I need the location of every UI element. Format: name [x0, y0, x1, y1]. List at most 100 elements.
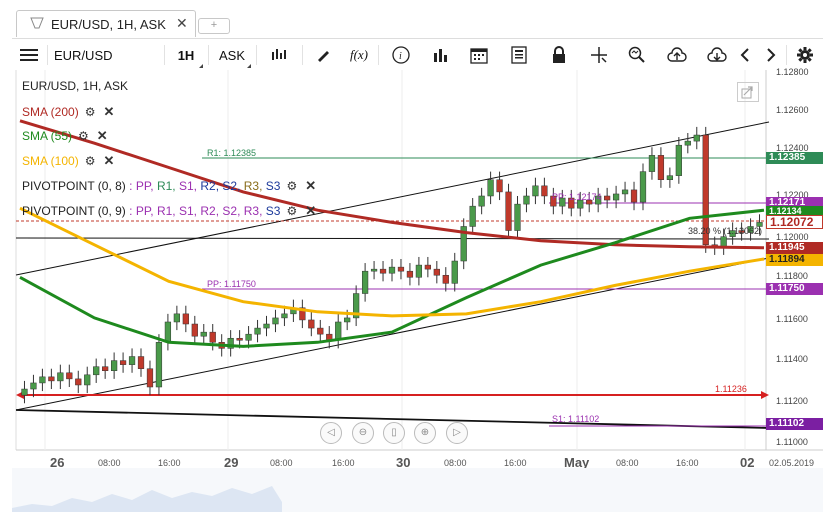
x-tick: 16:00	[332, 458, 355, 468]
chart-area[interactable]: EUR/USD, 1H, ASK SMA (200) ⚙ ✕ SMA (55) ⚙ ✕ …	[12, 67, 823, 514]
candle-body	[353, 293, 360, 319]
calendar-button[interactable]	[462, 39, 496, 71]
candle-body	[595, 195, 602, 205]
legend-pivot9[interactable]: PIVOTPOINT (0, 9) : PP, R1, S1, R2, S2, …	[22, 203, 316, 219]
x-tick: 08:00	[444, 458, 467, 468]
candle-body	[119, 360, 127, 365]
close-icon[interactable]: ✕	[103, 104, 115, 119]
pivot9-r1: R1,	[156, 204, 176, 218]
expand-button[interactable]	[737, 82, 759, 102]
pivot8-s1: S1,	[179, 179, 198, 193]
dropdown-corner-icon	[247, 64, 251, 68]
candle-body	[720, 236, 727, 248]
nav-left-button[interactable]: ◁	[320, 422, 342, 444]
pencil-icon	[318, 51, 329, 62]
candle-body	[173, 313, 180, 323]
candle-body	[164, 321, 172, 343]
pp2-price-tag: 1.11750	[766, 283, 823, 295]
menu-button[interactable]	[12, 39, 46, 71]
candle-body	[155, 342, 163, 388]
svg-text:i: i	[399, 51, 402, 62]
legend-pivot8[interactable]: PIVOTPOINT (0, 8) : PP, R1, S1, R2, S2, …	[22, 178, 316, 194]
tab-close-button[interactable]: ✕	[176, 15, 188, 31]
gear-icon[interactable]: ⚙	[84, 105, 96, 119]
scroll-right-button[interactable]	[760, 39, 782, 71]
x-tick-day: 02	[740, 455, 755, 470]
candle-body	[684, 140, 691, 146]
candle-body	[532, 185, 539, 197]
candle-body	[541, 185, 548, 197]
candle-body	[137, 356, 145, 369]
candle-body	[738, 230, 745, 233]
y-tick: 1.11000	[776, 437, 808, 447]
candle-body	[586, 199, 593, 205]
candle-body	[361, 270, 369, 294]
legend-sma55-label: SMA (55)	[22, 129, 73, 143]
candle-body	[433, 268, 440, 276]
close-icon[interactable]: ✕	[305, 178, 317, 193]
download-button[interactable]	[700, 39, 734, 71]
candle-body	[299, 307, 306, 321]
price-chart[interactable]	[12, 70, 823, 514]
nav-zoom-out-button[interactable]: ⊖	[352, 422, 374, 444]
crosshair-button[interactable]	[582, 39, 616, 71]
news-button[interactable]	[502, 39, 536, 71]
gear-icon[interactable]: ⚙	[84, 154, 96, 168]
pivot9-r2: R2,	[200, 204, 220, 218]
candle-body	[702, 134, 709, 246]
nav-right-button[interactable]: ▷	[446, 422, 468, 444]
close-icon[interactable]: ✕	[305, 203, 317, 218]
side-label: ASK	[218, 47, 245, 63]
legend-sma200-label: SMA (200)	[22, 105, 79, 119]
pivot8-r1: R1,	[156, 179, 176, 193]
nav-zoom-in-button[interactable]: ⊕	[414, 422, 436, 444]
symbol-label: EUR/USD	[54, 47, 113, 63]
gear-icon[interactable]: ⚙	[286, 179, 298, 193]
y-tick: 1.11200	[776, 396, 808, 406]
red-level-right-arrow	[761, 391, 769, 399]
gear-icon[interactable]: ⚙	[78, 129, 89, 143]
indicators-button[interactable]: f(x)	[342, 39, 376, 71]
candle-body	[675, 144, 682, 176]
legend-sma100[interactable]: SMA (100) ⚙ ✕	[22, 153, 114, 169]
zoom-button[interactable]	[620, 39, 654, 71]
pivot8-r2: R2,	[200, 179, 220, 193]
volume-button[interactable]	[424, 39, 458, 71]
navigator-strip[interactable]	[12, 468, 823, 512]
draw-tool-button[interactable]	[306, 39, 340, 71]
candle-body	[630, 189, 638, 203]
legend-sma55[interactable]: SMA (55) ⚙ ✕	[22, 128, 108, 144]
upload-button[interactable]	[660, 39, 694, 71]
chart-tab[interactable]: EUR/USD, 1H, ASK ✕	[16, 10, 196, 37]
x-tick-day: 29	[224, 455, 239, 470]
pp-top-annotation: PP: 1.12174	[552, 192, 602, 202]
candle-body	[236, 337, 243, 341]
chart-type-button[interactable]	[260, 39, 300, 71]
side-selector[interactable]: ASK	[210, 39, 254, 71]
scroll-left-button[interactable]	[734, 39, 756, 71]
candle-body	[577, 199, 584, 209]
close-icon[interactable]: ✕	[103, 153, 115, 168]
timeframe-selector[interactable]: 1H	[166, 39, 206, 71]
settings-button[interactable]	[790, 39, 820, 71]
add-tab-button[interactable]: +	[198, 18, 230, 34]
r1-annotation: R1: 1.12385	[207, 148, 257, 158]
close-icon[interactable]: ✕	[96, 128, 108, 143]
y-tick: 1.11400	[776, 354, 808, 364]
sma200-price-tag: 1.11945	[766, 242, 823, 254]
candle-body	[487, 179, 494, 197]
info-button[interactable]: i	[384, 39, 418, 71]
sma100-line	[19, 206, 765, 318]
candle-body	[245, 333, 252, 341]
candle-body	[568, 197, 575, 209]
candle-body	[559, 197, 566, 207]
nav-reset-button[interactable]: ▯	[383, 422, 405, 444]
sma55-line	[19, 208, 765, 348]
candle-body	[344, 317, 351, 323]
lock-button[interactable]	[542, 39, 576, 71]
pivot8-pp: : PP,	[129, 179, 154, 193]
symbol-selector[interactable]: EUR/USD	[50, 39, 166, 71]
candle-body	[756, 222, 763, 227]
gear-icon[interactable]: ⚙	[286, 204, 298, 218]
legend-sma200[interactable]: SMA (200) ⚙ ✕	[22, 104, 114, 120]
